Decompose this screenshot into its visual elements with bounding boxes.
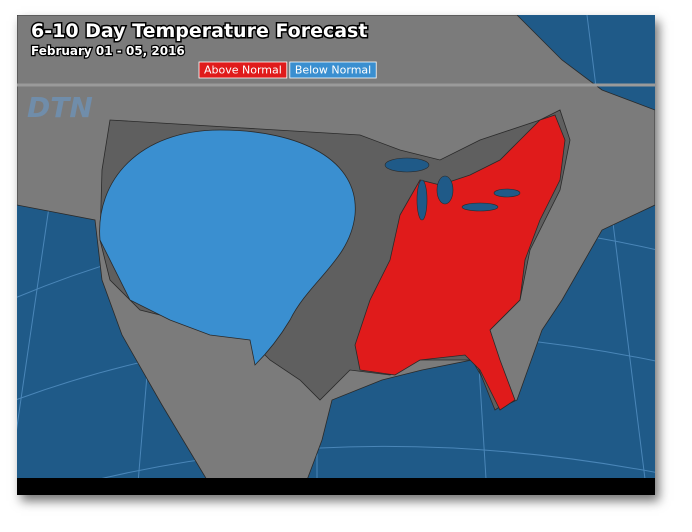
map-subtitle: February 01 - 05, 2016 <box>31 44 185 58</box>
below-normal-region <box>99 129 356 366</box>
map-title: 6-10 Day Temperature Forecast <box>31 20 367 42</box>
map-frame: DTN 6-10 Day Temperature Forecast Februa… <box>17 15 655 495</box>
great-lakes <box>384 157 521 221</box>
legend-label: Above Normal <box>204 64 282 77</box>
map: DTN 6-10 Day Temperature Forecast Februa… <box>17 15 655 495</box>
logo: DTN <box>27 91 93 124</box>
legend-swatch <box>198 61 288 79</box>
bottom-bar <box>17 478 655 495</box>
legend-swatch <box>289 61 377 79</box>
legend: Above Normal Below Normal <box>198 61 377 79</box>
legend-label: Below Normal <box>295 64 371 77</box>
above-normal-region <box>354 114 566 411</box>
